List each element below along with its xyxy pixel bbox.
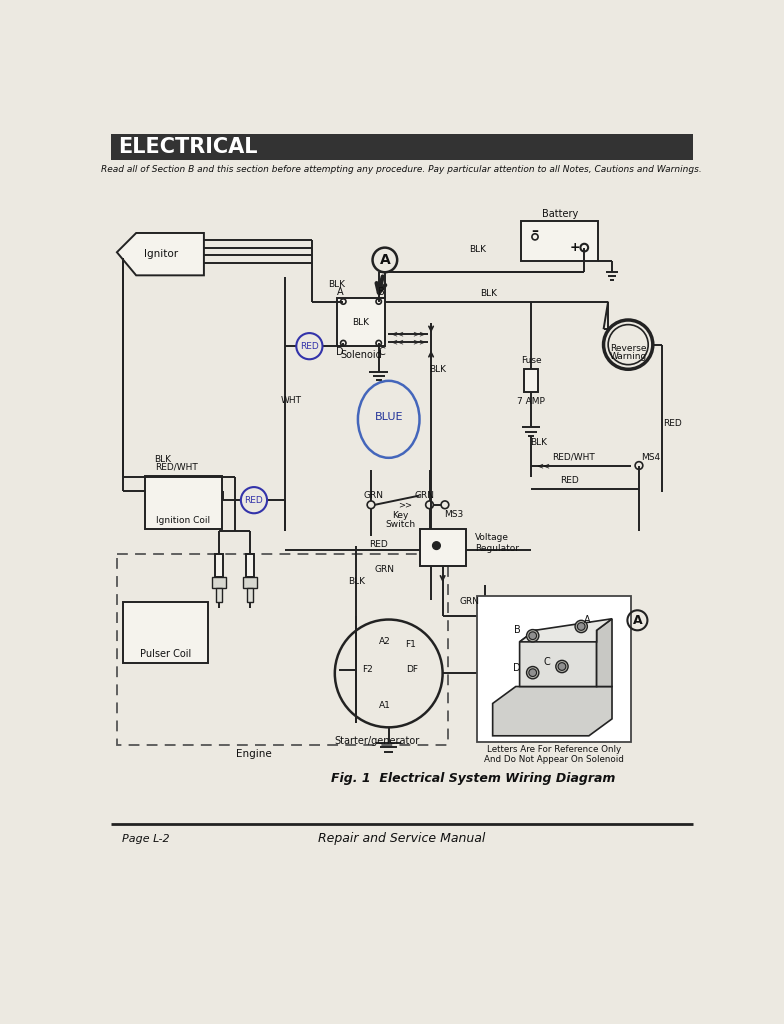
Text: Key: Key xyxy=(392,511,408,520)
Text: MS4: MS4 xyxy=(641,454,660,462)
Text: Voltage: Voltage xyxy=(475,534,509,543)
Text: BLK: BLK xyxy=(429,365,446,374)
Text: RED: RED xyxy=(300,342,319,350)
Text: BLK: BLK xyxy=(154,455,172,464)
Bar xyxy=(216,588,223,602)
Text: B: B xyxy=(379,288,385,297)
Text: DF: DF xyxy=(406,665,418,674)
Text: Solenoid: Solenoid xyxy=(340,350,382,360)
Bar xyxy=(524,370,538,392)
Text: +: + xyxy=(570,241,580,254)
Text: Read all of Section B and this section before attempting any procedure. Pay part: Read all of Section B and this section b… xyxy=(101,165,702,174)
Circle shape xyxy=(558,663,566,671)
Text: Starter/generator: Starter/generator xyxy=(335,736,419,746)
Text: Fuse: Fuse xyxy=(521,355,542,365)
Polygon shape xyxy=(520,631,597,686)
Bar xyxy=(337,298,385,346)
Text: A2: A2 xyxy=(379,637,390,645)
Circle shape xyxy=(527,667,539,679)
Text: RED: RED xyxy=(561,476,579,485)
Circle shape xyxy=(527,630,539,642)
Text: Pulser Coil: Pulser Coil xyxy=(140,649,191,659)
Circle shape xyxy=(556,660,568,673)
Polygon shape xyxy=(492,686,612,736)
Text: Engine: Engine xyxy=(236,750,272,759)
Text: Page L-2: Page L-2 xyxy=(122,834,169,844)
Text: Ignitor: Ignitor xyxy=(144,249,179,259)
Circle shape xyxy=(577,623,585,631)
Text: F1: F1 xyxy=(405,640,416,648)
Text: <<: << xyxy=(390,337,405,346)
Text: GRN: GRN xyxy=(459,597,480,606)
Bar xyxy=(521,221,598,261)
Text: <<: << xyxy=(390,330,405,338)
Text: >>: >> xyxy=(412,330,426,338)
Text: GRN: GRN xyxy=(375,565,395,574)
Text: C: C xyxy=(543,656,550,667)
Text: D: D xyxy=(336,347,344,357)
Text: Warning: Warning xyxy=(609,352,647,361)
Text: F2: F2 xyxy=(361,665,372,674)
Text: RED: RED xyxy=(369,540,388,549)
Text: BLK: BLK xyxy=(353,317,369,327)
Text: B: B xyxy=(514,625,521,635)
Text: <<: << xyxy=(535,461,550,470)
Polygon shape xyxy=(597,618,612,686)
Bar xyxy=(111,134,693,160)
Bar xyxy=(243,578,257,588)
Circle shape xyxy=(433,542,441,550)
Text: RED: RED xyxy=(663,419,682,428)
Bar xyxy=(477,596,631,742)
Text: D: D xyxy=(514,664,521,673)
Text: –: – xyxy=(532,224,539,239)
Text: BLK: BLK xyxy=(530,438,547,446)
Bar xyxy=(117,554,448,745)
Text: Ignition Coil: Ignition Coil xyxy=(156,516,210,524)
Text: A: A xyxy=(633,613,642,627)
Bar xyxy=(123,602,208,664)
Text: C: C xyxy=(379,347,385,357)
Text: BLUE: BLUE xyxy=(375,412,403,422)
Text: RED/WHT: RED/WHT xyxy=(552,453,595,462)
Text: BLK: BLK xyxy=(348,577,365,586)
Text: A: A xyxy=(337,288,343,297)
Text: MS3: MS3 xyxy=(445,510,464,518)
Bar xyxy=(247,588,253,602)
Text: GRN: GRN xyxy=(415,492,435,500)
Text: Regulator: Regulator xyxy=(475,544,519,553)
Circle shape xyxy=(529,669,536,677)
Bar xyxy=(212,578,227,588)
Text: Switch: Switch xyxy=(385,519,416,528)
Bar xyxy=(246,554,254,578)
Text: Repair and Service Manual: Repair and Service Manual xyxy=(318,833,485,846)
Polygon shape xyxy=(520,618,612,642)
Text: 7 AMP: 7 AMP xyxy=(517,397,545,407)
Text: BLK: BLK xyxy=(328,281,346,289)
Text: A: A xyxy=(379,253,390,267)
Text: Letters Are For Reference Only: Letters Are For Reference Only xyxy=(487,745,622,754)
Text: Fig. 1  Electrical System Wiring Diagram: Fig. 1 Electrical System Wiring Diagram xyxy=(331,772,615,785)
Text: >>: >> xyxy=(412,337,426,346)
Text: Reverse: Reverse xyxy=(610,344,647,353)
Text: >>: >> xyxy=(397,501,412,509)
Bar xyxy=(419,528,466,565)
Circle shape xyxy=(575,621,587,633)
Text: RED/WHT: RED/WHT xyxy=(155,463,198,472)
Text: A: A xyxy=(584,615,590,626)
Text: ELECTRICAL: ELECTRICAL xyxy=(118,137,258,157)
Text: A1: A1 xyxy=(379,701,390,711)
Text: Battery: Battery xyxy=(542,209,578,219)
Text: BLK: BLK xyxy=(469,246,486,254)
Text: RED: RED xyxy=(245,496,263,505)
Text: GRN: GRN xyxy=(363,492,383,500)
Text: BLK: BLK xyxy=(481,289,497,298)
Circle shape xyxy=(529,632,536,640)
Bar xyxy=(216,554,223,578)
Polygon shape xyxy=(117,233,204,275)
Bar xyxy=(144,475,222,529)
Text: WHT: WHT xyxy=(281,395,301,404)
Text: And Do Not Appear On Solenoid: And Do Not Appear On Solenoid xyxy=(485,755,624,764)
